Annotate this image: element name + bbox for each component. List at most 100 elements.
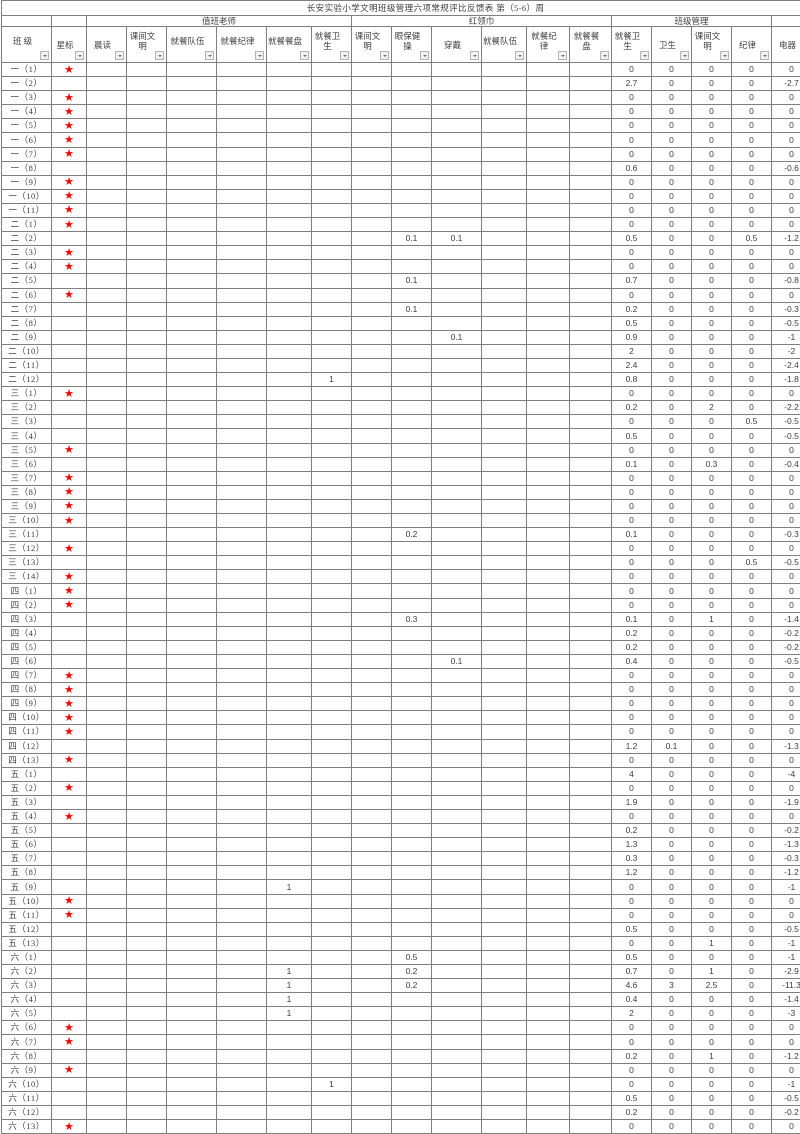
score-cell-r_hyg[interactable]: 0.2 xyxy=(612,302,652,316)
score-cell-t_disc[interactable] xyxy=(217,725,267,739)
filter-dropdown-icon[interactable] xyxy=(600,51,609,60)
score-cell-t_hyg[interactable] xyxy=(312,1021,352,1035)
score-cell-r_queue[interactable] xyxy=(482,739,527,753)
score-cell-r_eye[interactable] xyxy=(392,654,432,668)
score-cell-r_queue[interactable] xyxy=(482,542,527,556)
score-cell-m_clean[interactable]: 0 xyxy=(652,232,692,246)
score-cell-m_break[interactable]: 0 xyxy=(692,908,732,922)
score-cell-t_tray[interactable] xyxy=(267,63,312,77)
score-cell-t_queue[interactable] xyxy=(167,1120,217,1134)
score-cell-t_morning[interactable] xyxy=(87,669,127,683)
score-cell-t_hyg[interactable] xyxy=(312,161,352,175)
column-header-m_elec[interactable]: 电器 xyxy=(772,27,800,63)
score-cell-m_elec[interactable]: -0.6 xyxy=(772,161,800,175)
score-cell-t_hyg[interactable] xyxy=(312,1049,352,1063)
score-cell-r_wear[interactable] xyxy=(432,260,482,274)
score-cell-t_break[interactable] xyxy=(127,471,167,485)
score-cell-t_break[interactable] xyxy=(127,781,167,795)
score-cell-m_disc[interactable]: 0 xyxy=(732,246,772,260)
score-cell-t_break[interactable] xyxy=(127,838,167,852)
score-cell-t_morning[interactable] xyxy=(87,1077,127,1091)
score-cell-r_tray[interactable] xyxy=(570,852,612,866)
score-cell-t_break[interactable] xyxy=(127,1120,167,1134)
score-cell-t_queue[interactable] xyxy=(167,218,217,232)
score-cell-t_disc[interactable] xyxy=(217,866,267,880)
score-cell-t_morning[interactable] xyxy=(87,161,127,175)
score-cell-r_wear[interactable] xyxy=(432,683,482,697)
score-cell-m_elec[interactable]: -0.2 xyxy=(772,640,800,654)
score-cell-t_break[interactable] xyxy=(127,457,167,471)
score-cell-r_wear[interactable] xyxy=(432,711,482,725)
filter-dropdown-icon[interactable] xyxy=(255,51,264,60)
score-cell-r_queue[interactable] xyxy=(482,443,527,457)
score-cell-r_queue[interactable] xyxy=(482,133,527,147)
score-cell-r_eye[interactable] xyxy=(392,373,432,387)
score-cell-t_morning[interactable] xyxy=(87,979,127,993)
score-cell-t_break[interactable] xyxy=(127,542,167,556)
score-cell-r_tray[interactable] xyxy=(570,1063,612,1077)
score-cell-r_break[interactable] xyxy=(352,725,392,739)
score-cell-r_eye[interactable] xyxy=(392,753,432,767)
class-name-cell[interactable]: 一（4） xyxy=(2,105,52,119)
score-cell-t_morning[interactable] xyxy=(87,556,127,570)
score-cell-r_eye[interactable] xyxy=(392,119,432,133)
class-name-cell[interactable]: 一（3） xyxy=(2,91,52,105)
score-cell-t_tray[interactable] xyxy=(267,387,312,401)
score-cell-r_wear[interactable] xyxy=(432,147,482,161)
score-cell-m_clean[interactable]: 0 xyxy=(652,133,692,147)
score-cell-r_wear[interactable] xyxy=(432,922,482,936)
score-cell-t_disc[interactable] xyxy=(217,809,267,823)
score-cell-r_hyg[interactable]: 4.6 xyxy=(612,979,652,993)
score-cell-m_disc[interactable]: 0 xyxy=(732,260,772,274)
score-cell-m_disc[interactable]: 0 xyxy=(732,147,772,161)
score-cell-t_morning[interactable] xyxy=(87,626,127,640)
score-cell-r_break[interactable] xyxy=(352,697,392,711)
score-cell-t_morning[interactable] xyxy=(87,950,127,964)
score-cell-m_break[interactable]: 0 xyxy=(692,203,732,217)
score-cell-t_hyg[interactable] xyxy=(312,852,352,866)
score-cell-t_queue[interactable] xyxy=(167,302,217,316)
score-cell-r_queue[interactable] xyxy=(482,161,527,175)
score-cell-r_tray[interactable] xyxy=(570,838,612,852)
score-cell-t_tray[interactable] xyxy=(267,654,312,668)
score-cell-r_queue[interactable] xyxy=(482,725,527,739)
score-cell-t_morning[interactable] xyxy=(87,795,127,809)
score-cell-r_wear[interactable] xyxy=(432,570,482,584)
score-cell-r_break[interactable] xyxy=(352,203,392,217)
score-cell-t_disc[interactable] xyxy=(217,77,267,91)
score-cell-r_tray[interactable] xyxy=(570,133,612,147)
score-cell-m_clean[interactable]: 0 xyxy=(652,1091,692,1105)
score-cell-m_disc[interactable]: 0 xyxy=(732,387,772,401)
score-cell-t_queue[interactable] xyxy=(167,288,217,302)
score-cell-r_disc[interactable] xyxy=(527,584,570,598)
score-cell-r_tray[interactable] xyxy=(570,697,612,711)
score-cell-r_hyg[interactable]: 0 xyxy=(612,556,652,570)
score-cell-m_clean[interactable]: 0 xyxy=(652,824,692,838)
score-cell-t_queue[interactable] xyxy=(167,514,217,528)
class-name-cell[interactable]: 三（4） xyxy=(2,429,52,443)
score-cell-r_wear[interactable] xyxy=(432,344,482,358)
score-cell-t_tray[interactable] xyxy=(267,189,312,203)
score-cell-r_break[interactable] xyxy=(352,781,392,795)
score-cell-r_wear[interactable] xyxy=(432,1049,482,1063)
score-cell-m_disc[interactable]: 0 xyxy=(732,105,772,119)
score-cell-t_break[interactable] xyxy=(127,824,167,838)
score-cell-r_tray[interactable] xyxy=(570,105,612,119)
score-cell-r_wear[interactable] xyxy=(432,1035,482,1049)
score-cell-t_disc[interactable] xyxy=(217,542,267,556)
class-name-cell[interactable]: 一（10） xyxy=(2,189,52,203)
score-cell-r_tray[interactable] xyxy=(570,119,612,133)
score-cell-t_tray[interactable] xyxy=(267,795,312,809)
score-cell-r_tray[interactable] xyxy=(570,683,612,697)
score-cell-m_disc[interactable]: 0 xyxy=(732,175,772,189)
score-cell-m_disc[interactable]: 0 xyxy=(732,711,772,725)
score-cell-t_disc[interactable] xyxy=(217,626,267,640)
class-name-cell[interactable]: 三（9） xyxy=(2,499,52,513)
score-cell-m_break[interactable]: 0 xyxy=(692,373,732,387)
score-cell-m_elec[interactable]: 0 xyxy=(772,1035,800,1049)
score-cell-t_hyg[interactable] xyxy=(312,203,352,217)
score-cell-m_disc[interactable]: 0 xyxy=(732,358,772,372)
score-cell-r_queue[interactable] xyxy=(482,119,527,133)
score-cell-m_clean[interactable]: 0 xyxy=(652,302,692,316)
score-cell-t_hyg[interactable] xyxy=(312,175,352,189)
